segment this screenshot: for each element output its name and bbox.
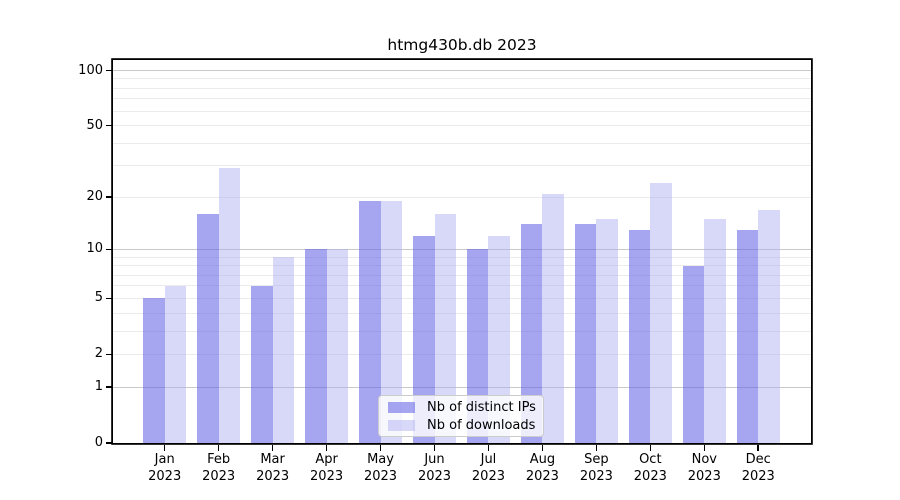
x-tick-label-jul: Jul 2023 <box>471 452 505 484</box>
gridline-minor-9 <box>113 256 811 258</box>
gridline-major-1 <box>113 386 811 388</box>
legend-label-distinct-ips: Nb of distinct IPs <box>427 399 536 415</box>
y-tick-1 <box>106 386 112 388</box>
bar-downloads-nov <box>704 219 726 443</box>
legend: Nb of distinct IPs Nb of downloads <box>378 395 544 437</box>
gridline-minor-30 <box>113 165 811 167</box>
gridline-minor-50 <box>113 125 811 127</box>
legend-swatch-downloads-icon <box>388 419 415 431</box>
gridline-minor-4 <box>113 312 811 314</box>
x-tick-apr <box>325 445 328 451</box>
bar-downloads-oct <box>650 183 672 443</box>
gridline-minor-2 <box>113 353 811 355</box>
x-tick-label-jan: Jan 2023 <box>148 452 182 484</box>
y-tick-20 <box>106 196 112 199</box>
bar-distinct-ips-apr <box>305 249 327 443</box>
gridline-minor-90 <box>113 78 811 80</box>
x-tick-label-feb: Feb 2023 <box>202 452 236 484</box>
bar-downloads-may <box>380 201 403 443</box>
gridline-minor-8 <box>113 265 811 267</box>
y-tick-5 <box>106 297 112 300</box>
x-tick-sep <box>595 445 598 451</box>
bar-downloads-jun <box>434 214 456 443</box>
y-tick-100 <box>106 69 112 72</box>
x-tick-feb <box>217 445 220 451</box>
legend-row-downloads: Nb of downloads <box>379 418 543 433</box>
y-tick-10 <box>106 248 112 251</box>
x-tick-label-oct: Oct 2023 <box>633 452 667 484</box>
gridline-minor-60 <box>113 110 811 112</box>
x-tick-oct <box>649 445 652 451</box>
x-tick-dec <box>757 445 760 451</box>
x-tick-jan <box>163 445 166 451</box>
bar-downloads-sep <box>596 219 618 443</box>
y-tick-0 <box>106 442 112 444</box>
bar-downloads-dec <box>758 209 780 443</box>
y-tick-label-0: 0 <box>94 435 103 450</box>
bar-distinct-ips-jan <box>143 298 165 443</box>
x-tick-label-jun: Jun 2023 <box>417 452 452 484</box>
y-tick-label-2: 2 <box>94 346 103 362</box>
bar-distinct-ips-may <box>359 201 381 443</box>
bar-downloads-jan <box>164 285 187 443</box>
bar-distinct-ips-dec <box>736 230 759 443</box>
y-tick-50 <box>106 124 112 127</box>
y-tick-label-100: 100 <box>78 62 103 78</box>
y-tick-label-10: 10 <box>86 241 103 257</box>
gridline-major-10 <box>113 248 811 250</box>
bar-distinct-ips-sep <box>574 224 597 443</box>
x-tick-label-nov: Nov 2023 <box>687 452 721 484</box>
legend-row-distinct-ips: Nb of distinct IPs <box>379 400 543 415</box>
bar-distinct-ips-oct <box>628 230 651 443</box>
x-tick-may <box>379 445 382 451</box>
x-tick-mar <box>271 445 274 451</box>
gridline-minor-70 <box>113 98 811 100</box>
bar-downloads-apr <box>326 249 349 443</box>
gridline-major-100 <box>113 70 811 71</box>
x-tick-label-aug: Aug 2023 <box>525 452 559 484</box>
gridline-minor-80 <box>113 87 811 89</box>
y-tick-label-20: 20 <box>86 189 103 205</box>
bar-downloads-mar <box>272 257 295 443</box>
x-tick-aug <box>541 445 544 451</box>
bar-downloads-feb <box>218 168 241 443</box>
plot-area <box>113 60 811 443</box>
x-tick-jul <box>487 445 490 451</box>
x-tick-label-dec: Dec 2023 <box>741 452 775 484</box>
gridline-minor-20 <box>113 196 811 198</box>
bar-distinct-ips-jun <box>413 235 435 443</box>
bar-downloads-jul <box>488 235 510 443</box>
y-tick-2 <box>106 353 112 356</box>
bar-distinct-ips-nov <box>682 265 705 443</box>
y-tick-label-1: 1 <box>94 379 103 395</box>
gridline-minor-5 <box>113 297 811 299</box>
x-tick-jun <box>433 445 436 451</box>
y-tick-label-50: 50 <box>86 117 103 133</box>
chart-title: htmg430b.db 2023 <box>387 36 537 54</box>
x-tick-label-apr: Apr 2023 <box>310 452 344 484</box>
gridline-minor-7 <box>113 274 811 276</box>
x-tick-label-mar: Mar 2023 <box>256 452 290 484</box>
x-tick-nov <box>703 445 706 451</box>
bar-distinct-ips-mar <box>251 285 273 443</box>
x-tick-label-sep: Sep 2023 <box>579 452 613 484</box>
bar-distinct-ips-feb <box>197 214 219 443</box>
y-tick-label-5: 5 <box>94 290 103 306</box>
bar-downloads-aug <box>542 193 564 443</box>
gridline-minor-40 <box>113 142 811 144</box>
gridline-minor-3 <box>113 330 811 332</box>
x-tick-label-may: May 2023 <box>363 452 398 484</box>
legend-swatch-distinct-ips-icon <box>388 401 415 413</box>
bar-distinct-ips-aug <box>520 224 543 443</box>
gridline-minor-6 <box>113 285 811 287</box>
bar-distinct-ips-jul <box>466 249 489 443</box>
legend-label-downloads: Nb of downloads <box>427 417 536 433</box>
